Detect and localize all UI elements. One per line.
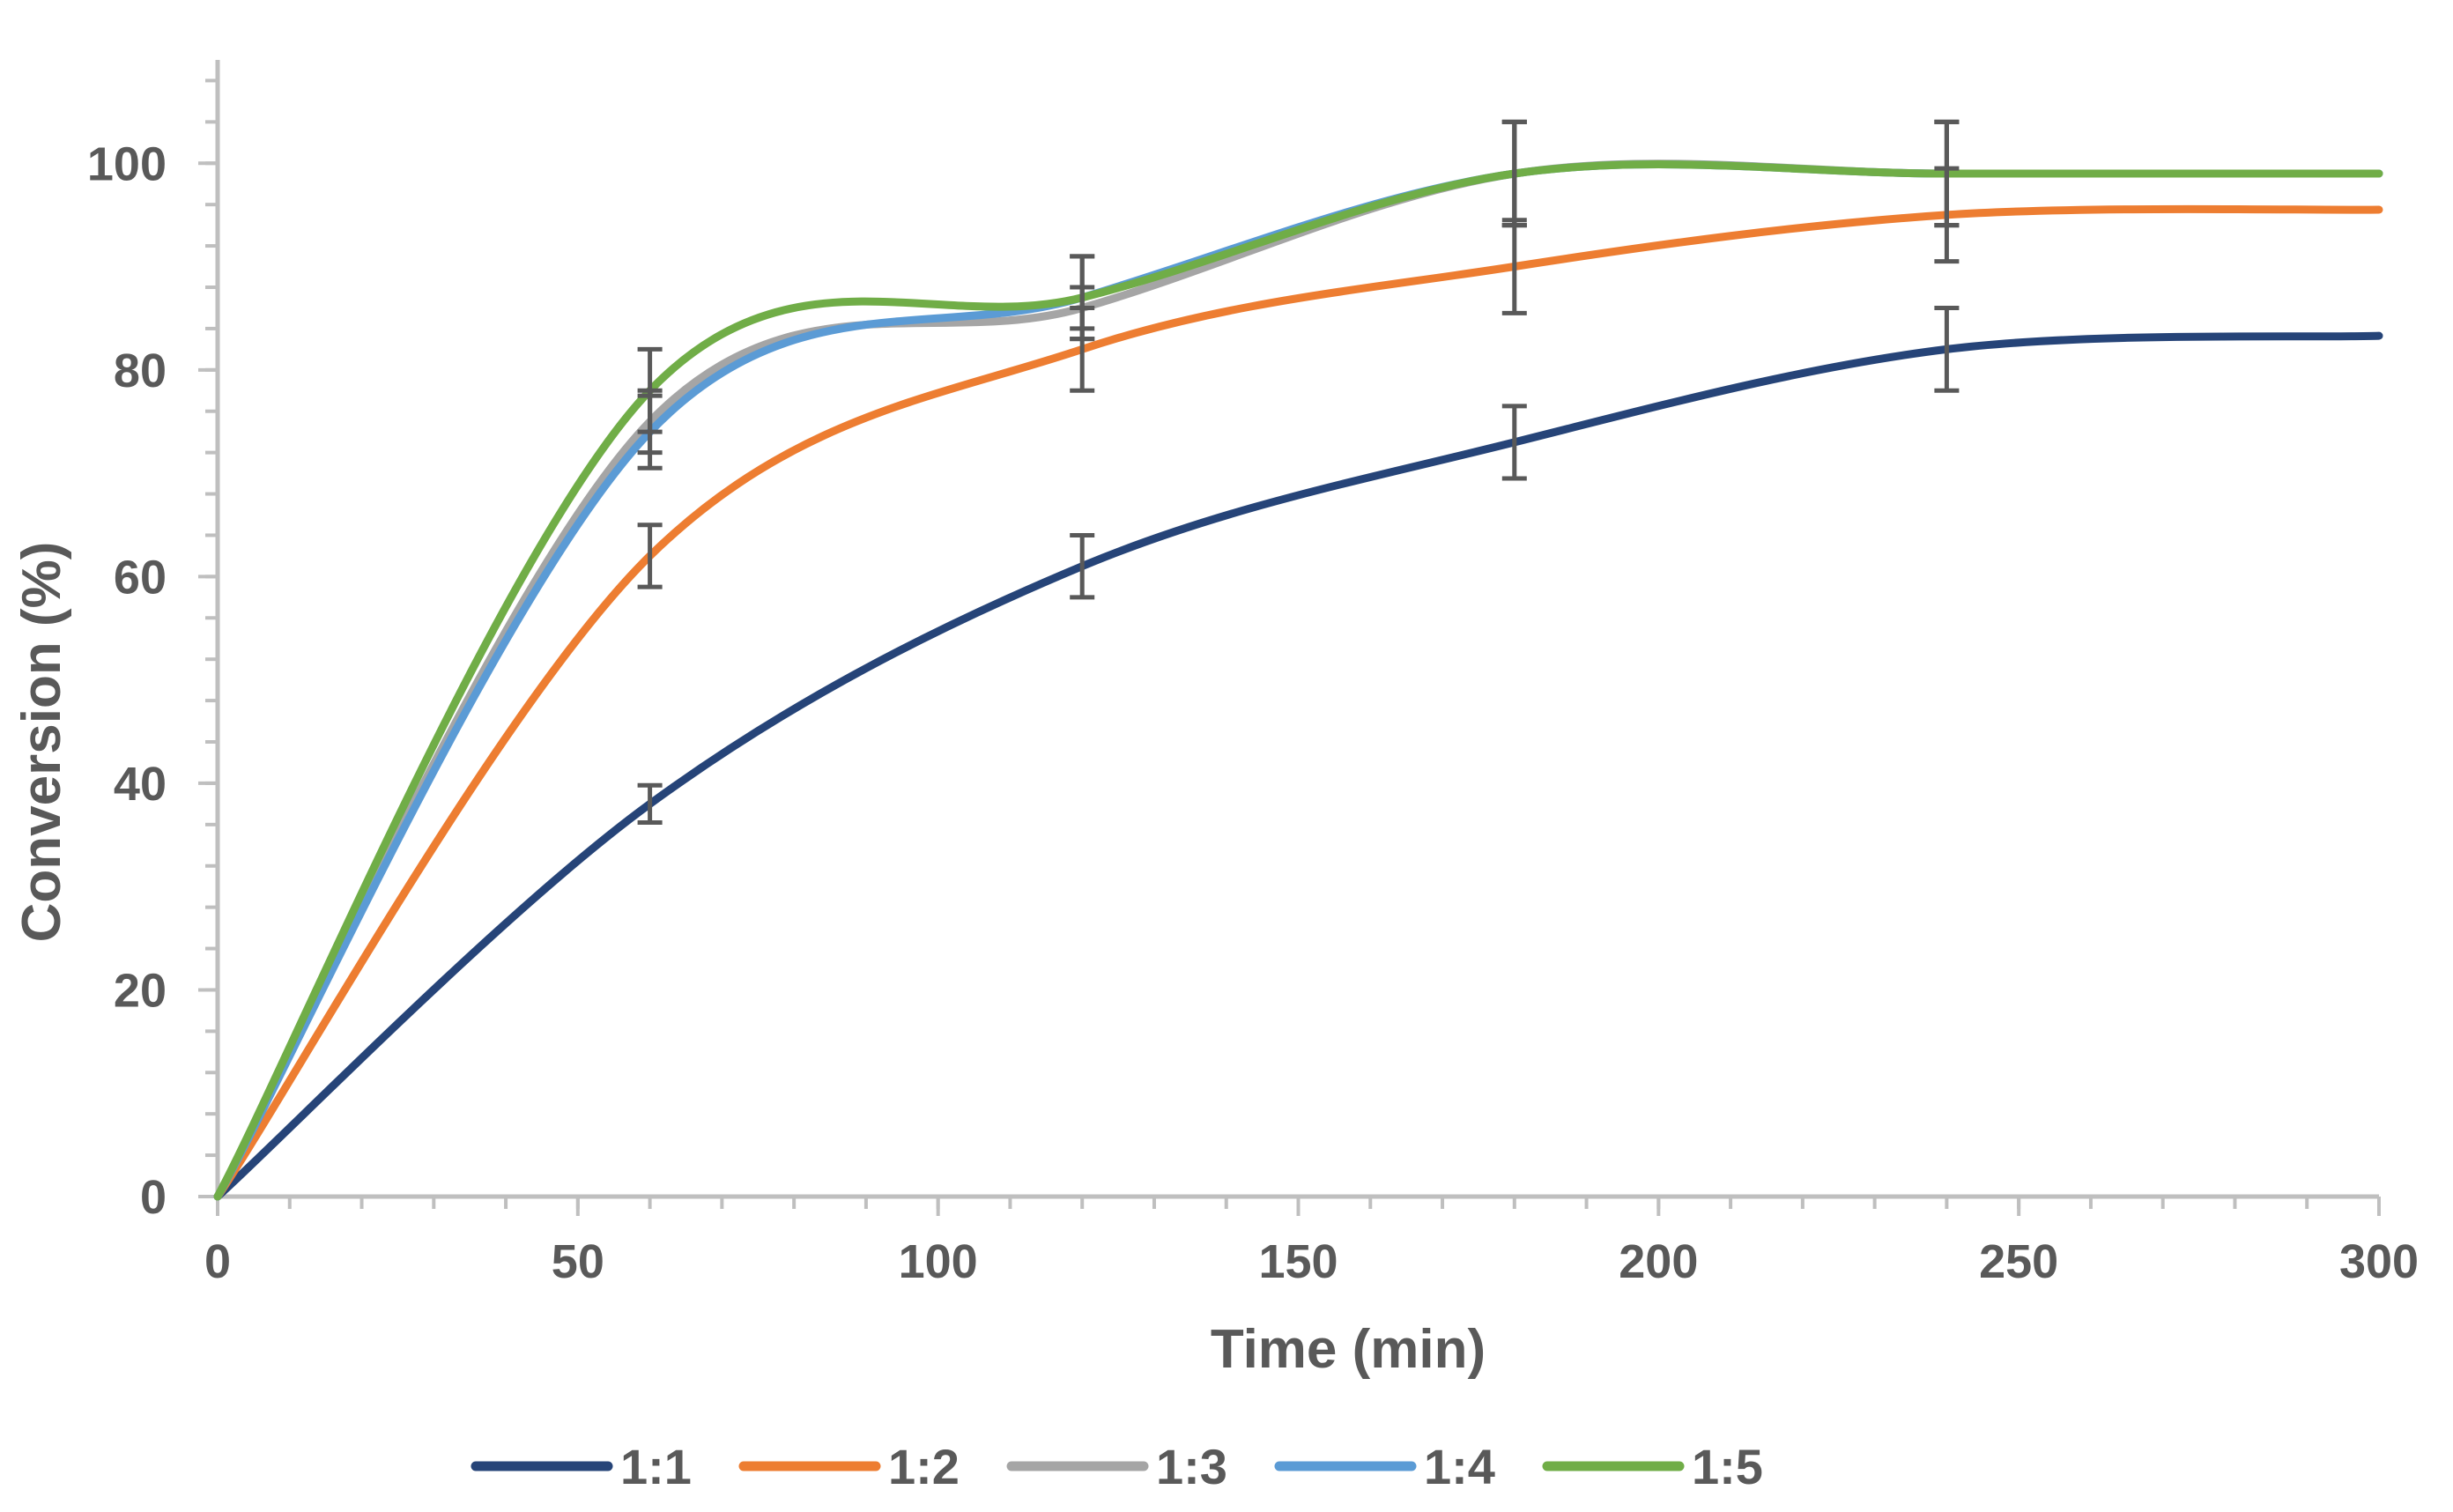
- legend-label-1-3: 1:3: [1156, 1439, 1227, 1494]
- legend-label-1-5: 1:5: [1692, 1439, 1763, 1494]
- x-tick-label: 100: [899, 1235, 978, 1288]
- legend-label-1-4: 1:4: [1424, 1439, 1495, 1494]
- y-axis: 0 20 40 60 80 100: [87, 60, 220, 1224]
- legend: 1:1 1:2 1:3 1:4 1:5: [471, 1439, 1763, 1494]
- x-tick-label: 50: [552, 1235, 604, 1288]
- series-line-1-5: [213, 160, 2383, 1201]
- legend-label-1-1: 1:1: [620, 1439, 692, 1494]
- x-tick-label: 0: [204, 1235, 231, 1288]
- y-tick-label: 40: [114, 758, 167, 811]
- x-axis-title: Time (min): [1211, 1319, 1486, 1380]
- x-tick-label: 300: [2339, 1235, 2419, 1288]
- series-lines: [213, 159, 2383, 1201]
- y-tick-label: 0: [140, 1171, 167, 1224]
- y-tick-label: 100: [87, 137, 167, 190]
- legend-label-1-2: 1:2: [888, 1439, 960, 1494]
- y-tick-label: 60: [114, 551, 167, 604]
- series-line-1-1: [213, 331, 2383, 1201]
- x-tick-label: 250: [1979, 1235, 2058, 1288]
- y-axis-title: Conversion (%): [11, 542, 72, 943]
- y-tick-label: 20: [114, 964, 167, 1017]
- y-tick-label: 80: [114, 345, 167, 397]
- x-tick-label: 150: [1258, 1235, 1338, 1288]
- x-tick-label: 200: [1619, 1235, 1698, 1288]
- x-axis: 0 50 100 150 200 250 300: [204, 1194, 2419, 1288]
- series-line-1-2: [213, 204, 2383, 1201]
- error-bars: [637, 119, 1960, 825]
